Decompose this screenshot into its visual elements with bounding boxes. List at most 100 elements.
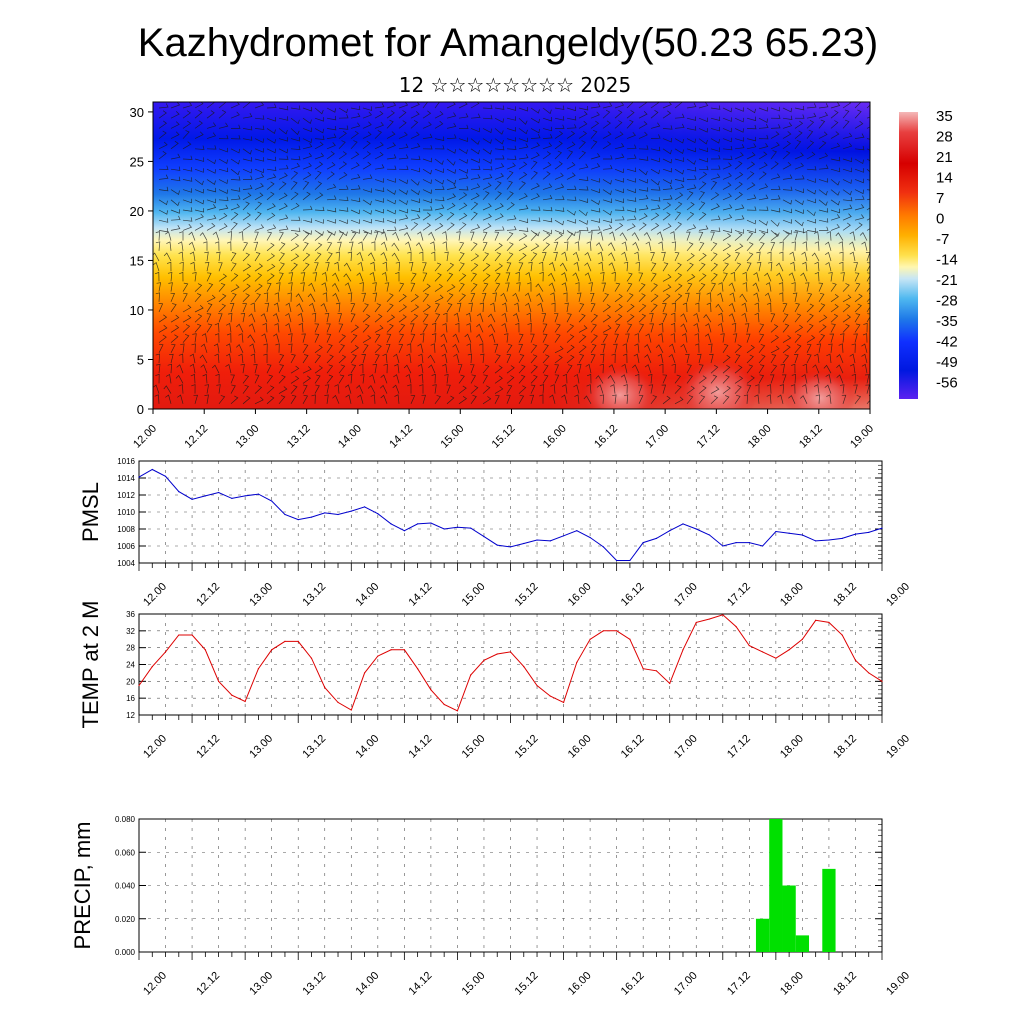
series-point (271, 500, 273, 502)
wind-barb (722, 262, 729, 272)
wind-barb (189, 251, 196, 262)
wind-barb (302, 171, 312, 180)
wind-barb (230, 252, 237, 262)
wind-barb (446, 179, 456, 185)
wind-barb (758, 241, 765, 251)
wind-barb (230, 384, 236, 394)
wind-barb (370, 394, 376, 404)
wind-barb (686, 395, 694, 405)
series-point (576, 661, 578, 663)
wind-barb (494, 272, 501, 282)
wind-barb (600, 353, 605, 364)
wind-barb (614, 282, 621, 292)
wind-barb (597, 251, 604, 262)
wind-barb (194, 110, 203, 119)
y-tick-label: 1010 (117, 508, 135, 517)
wind-barb (626, 197, 637, 202)
wind-barb (674, 192, 684, 201)
series-point (337, 513, 339, 516)
wind-barb (794, 333, 802, 343)
wind-barb (650, 283, 658, 292)
wind-barb (578, 198, 588, 203)
wind-barb (530, 232, 538, 241)
wind-barb (782, 161, 792, 170)
y-tick-label: 20 (126, 677, 135, 686)
wind-barb (849, 353, 856, 364)
series-point (310, 657, 313, 659)
wind-barb (862, 333, 868, 343)
wind-barb (226, 241, 232, 251)
heatmap-hotspot (582, 365, 658, 409)
wind-barb (758, 134, 769, 140)
wind-barb (225, 363, 232, 374)
wind-barb (794, 219, 804, 227)
wind-barb (488, 333, 496, 343)
wind-barb (278, 395, 286, 405)
wind-barb (638, 204, 649, 211)
wind-barb (806, 103, 817, 109)
wind-barb (697, 353, 702, 364)
wind-barb (434, 185, 445, 190)
series-point (708, 534, 711, 536)
wind-barb (218, 109, 227, 119)
wind-barb (393, 353, 400, 364)
wind-barb (506, 180, 513, 190)
wind-barb (410, 155, 421, 160)
wind-barb (494, 191, 502, 201)
wind-barb (494, 252, 502, 262)
wind-barb (167, 363, 172, 374)
wind-barb (734, 161, 743, 170)
series-point (324, 512, 326, 514)
wind-barb (806, 335, 816, 343)
wind-barb (818, 303, 826, 313)
colorbar-label: -35 (936, 313, 958, 330)
series-point (828, 621, 830, 624)
wind-barb (394, 394, 400, 404)
wind-barb (638, 222, 647, 231)
series-point (496, 653, 498, 655)
wind-barb (406, 343, 412, 353)
wind-barb (602, 333, 609, 343)
wind-barb (524, 292, 532, 302)
wind-barb (320, 303, 328, 313)
wind-barb (746, 182, 756, 190)
wind-barb (314, 232, 323, 241)
wind-barb (466, 322, 472, 333)
wind-barb (554, 140, 563, 150)
wind-barb (334, 384, 340, 394)
series-point (775, 530, 777, 533)
wind-barb (362, 111, 372, 119)
wind-barb (686, 138, 696, 144)
wind-barb (194, 157, 205, 162)
wind-barb (794, 120, 804, 129)
wind-barb (818, 199, 828, 206)
wind-barb (830, 156, 841, 162)
y-tick-label: 24 (126, 661, 135, 670)
wind-barb (595, 242, 604, 251)
wind-barb (482, 262, 491, 272)
x-tick-label: 15.12 (513, 733, 541, 761)
series-point (562, 535, 565, 537)
heatmap-hotspot (784, 370, 856, 409)
wind-barb (290, 262, 298, 272)
wind-barb (542, 354, 550, 364)
wind-barb (350, 324, 360, 333)
wind-barb (444, 374, 449, 384)
wind-barb (290, 180, 298, 190)
wind-barb (372, 292, 378, 302)
wind-barb (290, 243, 300, 252)
wind-barb (182, 223, 192, 231)
wind-barb (548, 272, 556, 282)
wind-barb (590, 199, 600, 205)
precip-bar (795, 935, 810, 952)
wind-barb (410, 111, 420, 119)
wind-barb (263, 343, 268, 353)
heatmap-x-tick-label: 16.12 (592, 423, 620, 451)
wind-barb (290, 384, 298, 394)
wind-barb (167, 271, 173, 282)
wind-barb (698, 231, 704, 241)
wind-barb (178, 353, 184, 364)
wind-barb (487, 323, 496, 333)
series-point (788, 649, 790, 651)
wind-barb (734, 181, 743, 190)
